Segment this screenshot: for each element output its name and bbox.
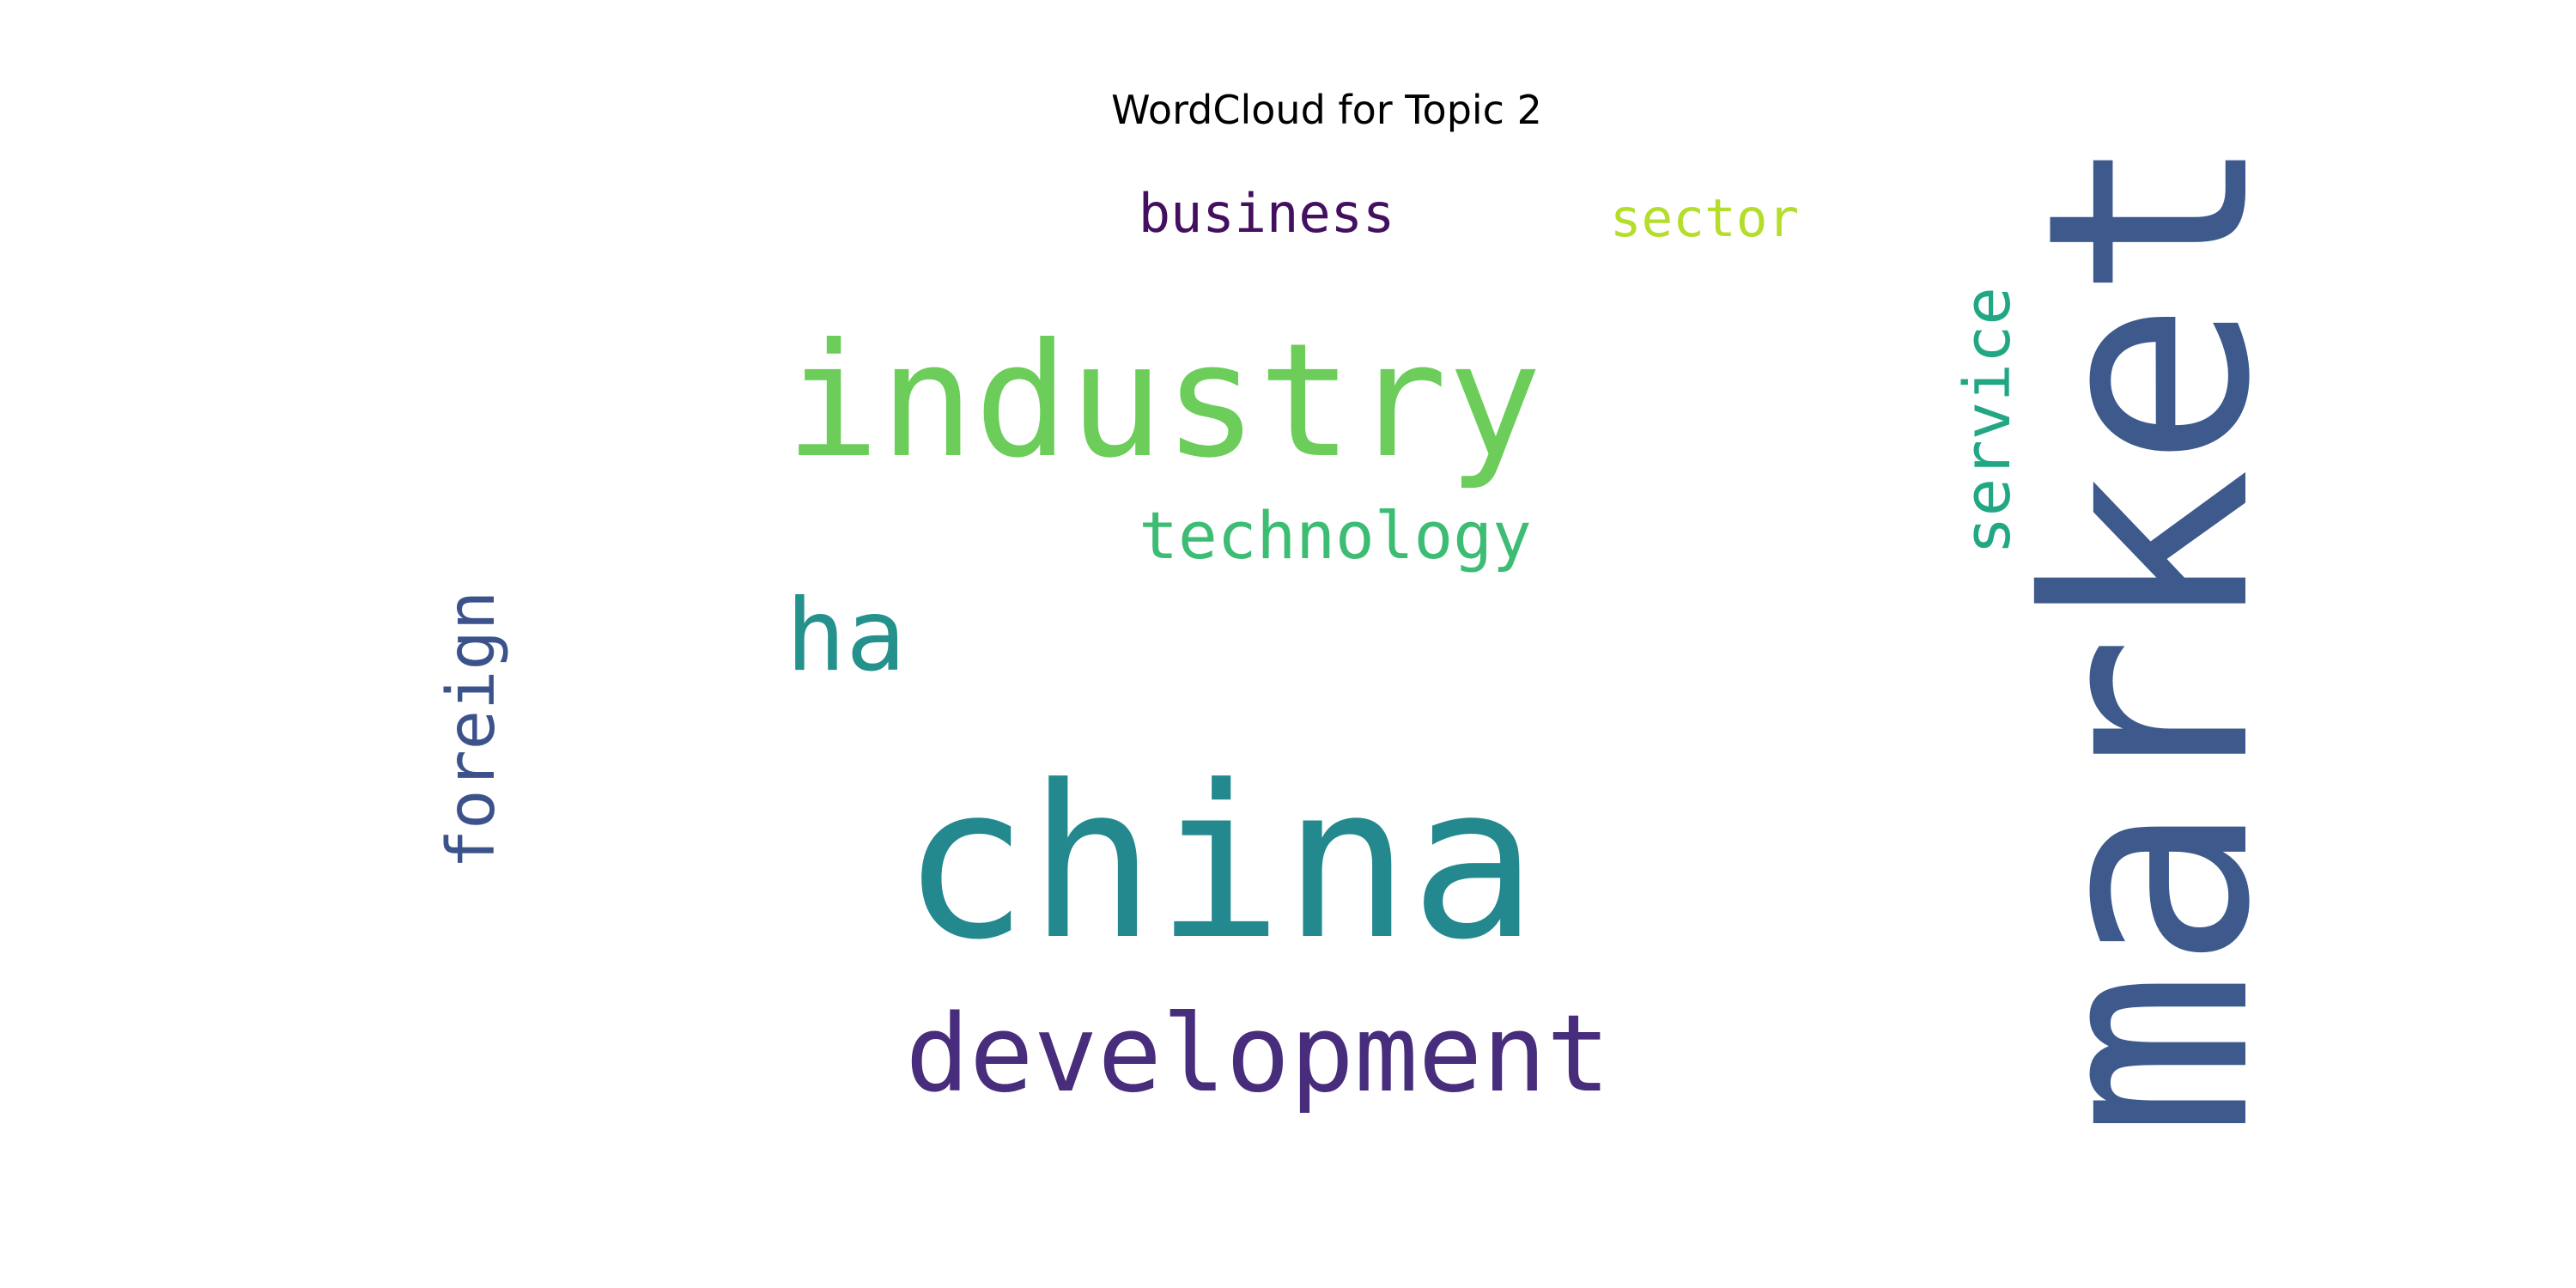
word-business: business — [1139, 182, 1395, 245]
word-market: market — [1988, 133, 2312, 1138]
word-technology: technology — [1139, 497, 1532, 574]
word-development: development — [905, 993, 1610, 1116]
word-china: china — [902, 741, 1538, 987]
word-service: service — [1951, 287, 2025, 555]
word-ha: ha — [786, 578, 906, 694]
word-industry: industry — [785, 310, 1541, 493]
chart-title: WordCloud for Topic 2 — [1111, 87, 1542, 133]
word-sector: sector — [1610, 188, 1799, 249]
word-foreign: foreign — [434, 591, 510, 870]
